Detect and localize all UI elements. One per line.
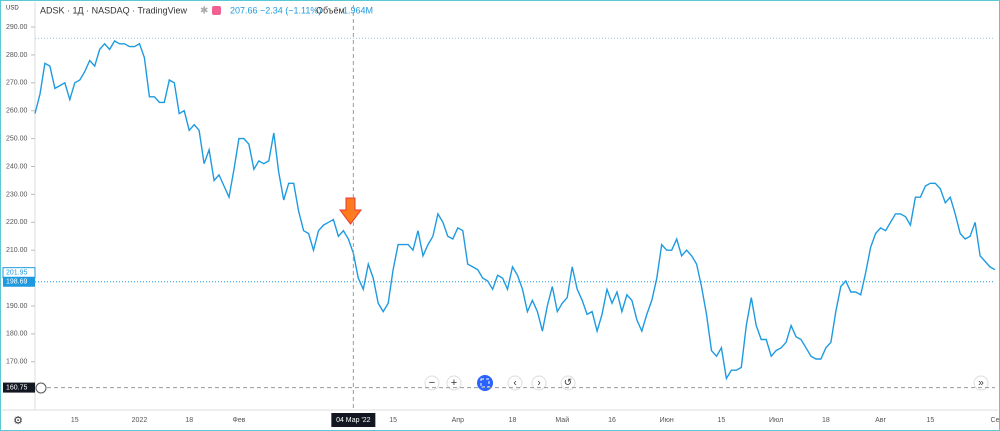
y-tick-label: 260.00 [6,108,28,115]
y-tick-label: 210.00 [6,247,28,254]
y-tick-label: 190.00 [6,303,28,310]
x-tick-label: Се [991,417,1000,424]
scroll-to-end[interactable] [973,375,989,391]
scroll-right[interactable] [531,375,547,391]
x-tick-label: Май [555,416,569,424]
price-line [34,40,996,381]
crosshair-x-label: 04 Мар '22 [336,417,371,424]
crosshair-y-box [3,382,35,393]
scroll-right-icon: › [537,378,540,389]
x-tick-label: Апр [452,417,464,424]
reset-chart-icon: ↺ [564,378,572,389]
reset-chart[interactable] [560,375,576,391]
x-tick-label: 2022 [132,417,148,424]
last-price-box [3,276,35,287]
zoom-out-icon: − [429,377,435,389]
x-tick-label: 18 [822,417,830,424]
add-alert[interactable] [35,382,47,394]
x-tick-label: 15 [926,417,934,424]
crosshair-x-box [331,413,376,427]
y-tick-label: 290.00 [6,24,28,31]
scroll-left[interactable] [507,375,523,391]
y-tick-label: 180.00 [6,331,28,338]
volume: 1.964M [343,5,373,15]
y-tick-label: 230.00 [6,191,28,198]
reset-zoom-icon [480,378,490,388]
x-tick-label: 16 [608,417,616,424]
y-tick-label: 250.00 [6,135,28,142]
annotation-arrow [339,197,362,225]
icon-indicator[interactable] [212,6,221,15]
y-tick-label: 170.00 [6,359,28,366]
icon-star[interactable]: ✱ [200,6,208,17]
price: 207.66 [230,5,258,15]
x-tick-label: 15 [389,417,397,424]
scroll-to-end-icon: » [978,378,984,389]
x-tick-label: Июн [660,417,674,424]
symbol: ADSK · 1Д · NASDAQ · TradingView [40,5,187,15]
x-tick-label: Июл [769,417,783,424]
x-tick-label: 18 [185,417,193,424]
scroll-left-icon: ‹ [513,378,516,389]
reset-zoom[interactable] [477,375,493,391]
y-tick-label: 220.00 [6,219,28,226]
prev-close-label: 201.95 [6,270,28,277]
zoom-in[interactable] [446,375,462,391]
x-tick-label: Фев [232,417,245,424]
toolbar: − + ‹ › ↺ » ⚙ [13,375,989,427]
y-tick-label: 240.00 [6,163,28,170]
y-tick-label: 270.00 [6,80,28,87]
x-tick-label: 15 [718,417,726,424]
crosshair-y-label: 160.75 [6,384,28,391]
volume-label: Объём [316,5,345,15]
zoom-out[interactable] [424,375,440,391]
last-price-label: 198.69 [6,279,28,286]
settings[interactable]: ⚙ [13,415,23,427]
zoom-in-icon: + [451,377,457,389]
y-tick-label: 280.00 [6,52,28,59]
x-tick-label: Авг [875,417,886,424]
x-tick-label: 15 [71,417,79,424]
x-tick-label: 18 [509,417,517,424]
change: −2.34 (−1.11%) [260,5,321,15]
currency: USD [6,6,19,12]
